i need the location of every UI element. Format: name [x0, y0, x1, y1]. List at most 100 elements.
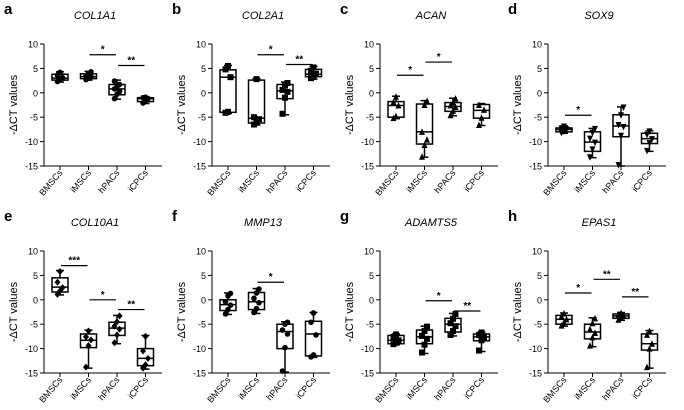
data-point	[279, 86, 286, 93]
data-point	[313, 70, 319, 77]
data-point	[256, 299, 262, 306]
data-point	[644, 363, 650, 371]
data-point	[478, 329, 485, 336]
data-point	[587, 135, 593, 143]
x-tick-label-bmscs: BMSCs	[541, 167, 569, 197]
data-point	[116, 325, 123, 333]
data-point	[279, 368, 286, 374]
y-tick-label: 0	[369, 88, 374, 98]
y-axis-label: -ΔCT values	[344, 74, 356, 135]
x-tick-label-icpcs: iCPCs	[126, 374, 150, 400]
y-axis-label: -ΔCT values	[344, 281, 356, 342]
data-point	[85, 342, 92, 350]
y-tick-label: -15	[529, 369, 542, 379]
data-point	[282, 94, 288, 101]
box-bmscs	[219, 64, 237, 115]
data-point	[227, 302, 234, 308]
data-point	[618, 132, 624, 140]
x-tick-label-icpcs: iCPCs	[630, 374, 654, 400]
y-tick-label: 10	[364, 247, 374, 257]
data-point	[450, 107, 456, 114]
y-tick-label: -15	[361, 162, 374, 172]
significance-label: *	[437, 291, 441, 302]
panel-letter: h	[508, 208, 517, 225]
y-tick-label: -5	[534, 113, 542, 123]
data-point	[310, 64, 317, 71]
data-point	[421, 341, 428, 348]
y-tick-label: 10	[364, 40, 374, 50]
data-point	[308, 67, 314, 74]
data-point	[587, 325, 593, 333]
y-tick-label: 0	[33, 88, 38, 98]
data-point	[592, 314, 598, 322]
data-point	[390, 98, 397, 106]
x-tick-label-hpacs: hPACs	[264, 374, 290, 402]
data-point	[222, 311, 229, 317]
significance-label: **	[631, 287, 639, 298]
data-point	[563, 315, 570, 323]
significance-label: *	[576, 283, 580, 294]
y-tick-label: 0	[537, 88, 542, 98]
data-point	[253, 76, 260, 83]
panel-letter: g	[340, 208, 349, 225]
y-tick-label: 0	[201, 88, 206, 98]
data-point	[393, 112, 399, 120]
data-point	[227, 290, 234, 297]
data-point	[649, 340, 655, 347]
y-tick-label: 5	[201, 271, 206, 281]
data-point	[59, 284, 66, 292]
data-point	[284, 319, 291, 326]
significance-label: **	[127, 55, 135, 66]
data-point	[452, 323, 459, 330]
x-tick-label-imscs: iMSCs	[572, 167, 597, 194]
data-point	[587, 342, 593, 349]
y-tick-label: 5	[369, 271, 374, 281]
y-tick-label: -15	[25, 162, 38, 172]
data-point	[310, 310, 317, 316]
y-tick-label: 5	[537, 64, 542, 74]
data-point	[620, 104, 627, 111]
y-tick-label: -5	[198, 320, 206, 330]
data-point	[424, 136, 430, 143]
panel-title: EPAS1	[582, 217, 617, 229]
data-point	[279, 327, 286, 333]
x-tick-label-bmscs: BMSCs	[37, 167, 65, 197]
data-point	[646, 327, 653, 335]
y-tick-label: 5	[201, 64, 206, 74]
data-point	[225, 306, 231, 313]
x-tick-label-imscs: iMSCs	[572, 374, 597, 401]
x-tick-label-bmscs: BMSCs	[373, 374, 401, 404]
data-point	[142, 94, 149, 100]
x-tick-label-hpacs: hPACs	[600, 374, 626, 402]
x-tick-label-imscs: iMSCs	[236, 374, 261, 401]
x-tick-label-hpacs: hPACs	[96, 167, 122, 195]
data-point	[114, 331, 120, 339]
y-tick-label: -15	[529, 162, 542, 172]
data-point	[620, 123, 627, 131]
box-imscs	[415, 99, 434, 158]
y-tick-label: -15	[193, 162, 206, 172]
data-point	[421, 328, 428, 335]
data-point	[452, 103, 459, 110]
data-point	[419, 153, 425, 160]
data-point	[481, 334, 487, 341]
y-axis-label: -ΔCT values	[8, 74, 20, 135]
data-point	[424, 335, 430, 342]
y-tick-label: -10	[361, 137, 374, 147]
data-point	[251, 295, 257, 302]
data-point	[222, 298, 229, 305]
x-tick-label-icpcs: iCPCs	[630, 167, 654, 193]
panel-title: MMP13	[244, 217, 283, 229]
x-tick-label-bmscs: BMSCs	[205, 374, 233, 404]
data-point	[57, 267, 63, 275]
data-point	[615, 162, 622, 169]
data-point	[478, 114, 485, 121]
data-point	[83, 363, 89, 371]
data-point	[447, 331, 454, 338]
data-point	[424, 323, 430, 330]
x-tick-label-icpcs: iCPCs	[462, 374, 486, 400]
x-tick-label-hpacs: hPACs	[432, 167, 458, 195]
data-point	[145, 354, 151, 362]
data-point	[111, 78, 118, 84]
significance-label: *	[101, 290, 105, 301]
